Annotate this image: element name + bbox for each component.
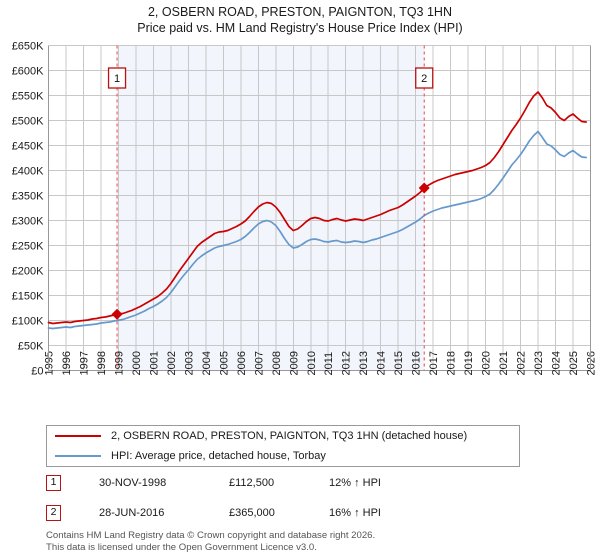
x-axis-tick-label: 2014 xyxy=(376,351,388,375)
event-number-box xyxy=(415,67,434,89)
y-axis-tick-label: £150K xyxy=(12,291,44,303)
x-axis-tick-label: 1998 xyxy=(96,351,108,375)
legend-item-property: 2, OSBERN ROAD, PRESTON, PAIGNTON, TQ3 1… xyxy=(47,426,519,446)
legend-swatch-red xyxy=(55,435,101,437)
event-number-box xyxy=(107,67,127,89)
y-axis-tick-label: £400K xyxy=(12,166,44,178)
x-axis-tick-label: 2017 xyxy=(428,351,440,375)
x-axis-tick-label: 2003 xyxy=(183,351,195,375)
highlight-band xyxy=(117,45,425,371)
x-axis-tick-label: 2024 xyxy=(551,351,563,375)
x-axis-tick-label: 2016 xyxy=(411,351,423,375)
transaction-badge-2: 2 xyxy=(46,505,61,521)
x-axis-tick-label: 2026 xyxy=(586,351,598,375)
x-axis-tick-label: 2015 xyxy=(393,351,405,375)
x-axis-tick-label: 2019 xyxy=(463,351,475,375)
x-axis-tick-label: 2021 xyxy=(498,351,510,375)
page-title: 2, OSBERN ROAD, PRESTON, PAIGNTON, TQ3 1… xyxy=(0,4,600,36)
event-number-label: 1 xyxy=(114,73,120,85)
x-axis-tick-label: 2004 xyxy=(201,351,213,375)
x-axis-tick-label: 2022 xyxy=(516,351,528,375)
transaction-date-2: 28-JUN-2016 xyxy=(99,507,165,519)
x-axis-tick-label: 2002 xyxy=(166,351,178,375)
y-axis-tick-label: £350K xyxy=(12,191,44,203)
y-axis-tick-label: £600K xyxy=(12,66,44,78)
legend-item-hpi: HPI: Average price, detached house, Torb… xyxy=(47,446,519,466)
x-axis-tick-label: 2023 xyxy=(533,351,545,375)
attribution-footer: Contains HM Land Registry data © Crown c… xyxy=(46,530,586,553)
x-axis-tick-label: 1999 xyxy=(113,351,125,375)
price-history-chart: £0 £50K £100K £150K £200K £250K £300K £350K £400… xyxy=(12,41,598,378)
x-axis-tick-label: 1997 xyxy=(78,351,90,375)
legend-swatch-blue xyxy=(55,455,101,457)
series-line-hpi xyxy=(47,130,587,330)
transaction-row: 1 30-NOV-1998 £112,500 12% ↑ HPI xyxy=(46,474,381,492)
x-axis-tick-label: 2011 xyxy=(323,352,335,376)
x-axis-tick-label: 1996 xyxy=(61,351,73,375)
transaction-date-1: 30-NOV-1998 xyxy=(99,477,167,489)
x-axis-tick-label: 2000 xyxy=(131,351,143,375)
footer-line-1: Contains HM Land Registry data © Crown c… xyxy=(46,530,376,541)
footer-line-2: This data is licensed under the Open Gov… xyxy=(46,541,317,553)
sale-point-marker xyxy=(418,182,430,194)
legend-label-property: 2, OSBERN ROAD, PRESTON, PAIGNTON, TQ3 1… xyxy=(111,430,468,442)
x-axis-tick-label: 2012 xyxy=(341,351,353,375)
transaction-price-1: £112,500 xyxy=(229,477,275,489)
x-axis-tick-label: 1995 xyxy=(44,351,56,375)
series-line-property xyxy=(47,91,587,325)
transaction-delta-2: 16% ↑ HPI xyxy=(329,507,381,519)
title-line-2: Price paid vs. HM Land Registry's House … xyxy=(137,21,463,35)
transaction-row: 2 28-JUN-2016 £365,000 16% ↑ HPI xyxy=(46,504,381,522)
x-axis-tick-label: 2010 xyxy=(306,351,318,375)
x-axis-tick-label: 2008 xyxy=(271,351,283,375)
x-axis-tick-label: 2001 xyxy=(148,351,160,375)
x-axis-tick-label: 2025 xyxy=(568,351,580,375)
x-axis-tick-label: 2009 xyxy=(288,351,300,375)
y-axis-tick-label: £0 xyxy=(31,366,43,378)
x-axis-tick-label: 2007 xyxy=(253,351,265,375)
event-number-label: 2 xyxy=(421,73,427,85)
title-line-1: 2, OSBERN ROAD, PRESTON, PAIGNTON, TQ3 1… xyxy=(147,5,452,19)
chart-legend: 2, OSBERN ROAD, PRESTON, PAIGNTON, TQ3 1… xyxy=(46,425,520,467)
x-axis-tick-label: 2006 xyxy=(236,351,248,375)
x-axis-tick-label: 2005 xyxy=(218,351,230,375)
x-axis-tick-label: 2020 xyxy=(481,351,493,375)
y-axis-tick-label: £50K xyxy=(18,341,44,353)
y-axis-tick-label: £550K xyxy=(12,91,44,103)
transaction-delta-1: 12% ↑ HPI xyxy=(329,477,381,489)
transaction-price-2: £365,000 xyxy=(229,507,275,519)
transaction-badge-1: 1 xyxy=(46,475,61,491)
y-axis-tick-label: £250K xyxy=(12,241,44,253)
y-axis-tick-label: £200K xyxy=(12,266,44,278)
y-axis-tick-label: £100K xyxy=(12,316,44,328)
y-axis-tick-label: £650K xyxy=(12,41,44,53)
legend-label-hpi: HPI: Average price, detached house, Torb… xyxy=(111,450,326,462)
x-axis-tick-label: 2018 xyxy=(446,351,458,375)
sale-point-marker xyxy=(111,308,123,320)
y-axis-tick-label: £500K xyxy=(12,116,44,128)
x-axis-tick-label: 2013 xyxy=(358,351,370,375)
y-axis-tick-label: £300K xyxy=(12,216,44,228)
y-axis-tick-label: £450K xyxy=(12,141,44,153)
